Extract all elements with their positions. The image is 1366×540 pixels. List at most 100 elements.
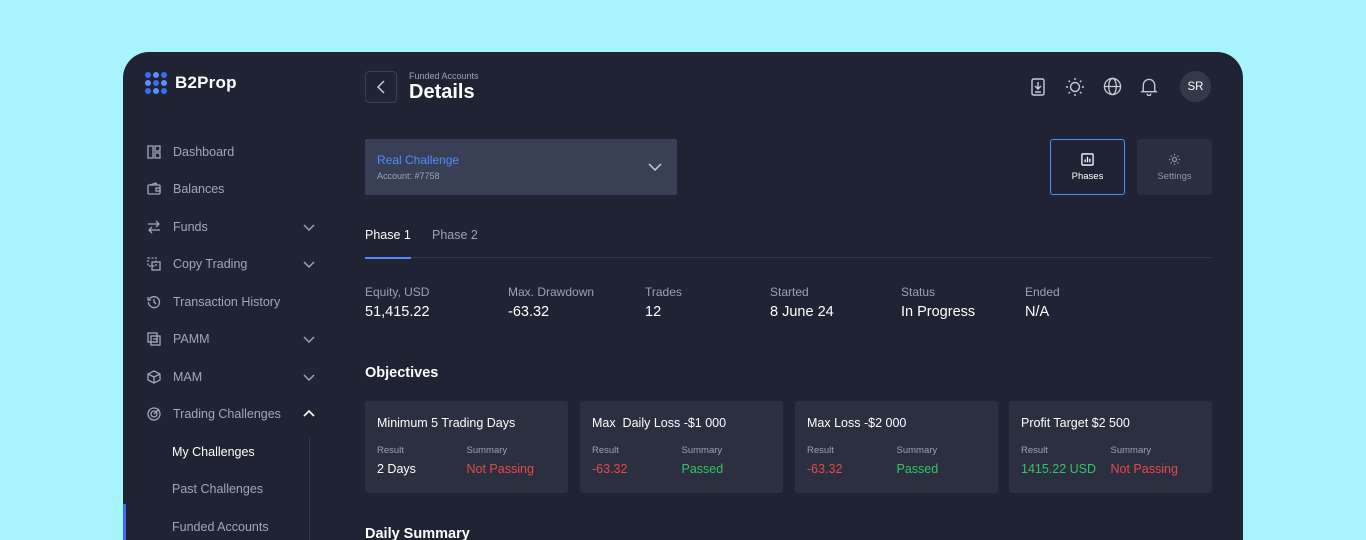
account-select[interactable]: Real Challenge Account: #7758: [365, 139, 677, 195]
logo[interactable]: B2Prop: [145, 72, 237, 94]
sidebar: B2Prop Dashboard Balances Funds: [123, 52, 338, 540]
bell-icon[interactable]: [1139, 77, 1159, 97]
chevron-left-icon: [376, 80, 385, 94]
account-number: Account: #7758: [377, 171, 440, 181]
summary-label: Summary: [1110, 445, 1152, 456]
sidebar-item-mam[interactable]: MAM: [123, 358, 338, 396]
target-icon: [147, 407, 161, 421]
sidebar-subitem-label: Past Challenges: [172, 482, 264, 497]
stat-max-drawdown: Max. Drawdown -63.32: [508, 285, 594, 320]
objective-card: Max Loss -$2 000 Result -63.32 Summary P…: [795, 401, 998, 493]
gear-icon: [1168, 153, 1181, 165]
sidebar-subitem-my-challenges[interactable]: My Challenges: [123, 433, 338, 471]
tab-phase-1[interactable]: Phase 1: [365, 228, 411, 259]
download-icon[interactable]: [1028, 77, 1048, 97]
phase-tabs: Phase 1 Phase 2: [365, 228, 1212, 259]
sidebar-item-pamm[interactable]: PAMM: [123, 321, 338, 359]
sun-icon[interactable]: [1065, 77, 1085, 97]
objective-card: Profit Target $2 500 Result 1415.22 USD …: [1009, 401, 1212, 493]
sidebar-nav: Dashboard Balances Funds Copy Trading: [123, 133, 338, 540]
chevron-down-icon[interactable]: [302, 370, 316, 384]
stat-label: Trades: [645, 285, 682, 299]
header-actions: SR: [1028, 71, 1211, 102]
avatar[interactable]: SR: [1180, 71, 1211, 102]
result-value: -63.32: [807, 462, 843, 476]
globe-icon[interactable]: [1102, 77, 1122, 97]
sidebar-item-label: Trading Challenges: [173, 407, 281, 422]
back-button[interactable]: [365, 71, 397, 103]
sidebar-item-label: Transaction History: [173, 294, 281, 309]
settings-button[interactable]: Settings: [1137, 139, 1212, 195]
result-label: Result: [377, 445, 404, 456]
objective-title: Minimum 5 Trading Days: [377, 416, 516, 430]
summary-label: Summary: [681, 445, 723, 456]
chevron-up-icon[interactable]: [302, 407, 316, 421]
sidebar-item-label: Balances: [173, 182, 225, 197]
objective-card: Max Daily Loss -$1 000 Result -63.32 Sum…: [580, 401, 783, 493]
sidebar-subitem-funded-accounts[interactable]: Funded Accounts: [123, 508, 338, 540]
chevron-down-icon[interactable]: [302, 220, 316, 234]
stat-started: Started 8 June 24: [770, 285, 834, 320]
pamm-icon: [147, 332, 161, 346]
sidebar-item-transaction-history[interactable]: Transaction History: [123, 283, 338, 321]
stat-trades: Trades 12: [645, 285, 682, 320]
summary-value: Not Passing: [1110, 462, 1178, 476]
stat-label: Equity, USD: [365, 285, 430, 299]
sidebar-item-balances[interactable]: Balances: [123, 171, 338, 209]
dashboard-icon: [147, 145, 161, 159]
chevron-down-icon[interactable]: [302, 332, 316, 346]
app-name: B2Prop: [175, 73, 237, 92]
objectives-cards: Minimum 5 Trading Days Result 2 Days Sum…: [365, 401, 1212, 493]
sidebar-item-copy-trading[interactable]: Copy Trading: [123, 246, 338, 284]
sidebar-item-label: PAMM: [173, 332, 210, 347]
result-value: 2 Days: [377, 462, 416, 476]
stat-label: Max. Drawdown: [508, 285, 595, 299]
stat-value: N/A: [1025, 304, 1050, 320]
stat-value: 8 June 24: [770, 304, 834, 320]
stat-label: Started: [770, 285, 809, 299]
active-indicator: [123, 504, 126, 540]
sidebar-item-dashboard[interactable]: Dashboard: [123, 133, 338, 171]
sidebar-item-funds[interactable]: Funds: [123, 208, 338, 246]
wallet-icon: [147, 182, 161, 196]
chart-icon: [1081, 152, 1094, 166]
summary-value: Passed: [896, 462, 939, 476]
chevron-down-icon: [648, 163, 662, 172]
stat-label: Ended: [1025, 285, 1060, 299]
logo-icon: [145, 72, 167, 94]
stat-value: -63.32: [508, 304, 550, 320]
summary-label: Summary: [466, 445, 508, 456]
result-label: Result: [807, 445, 834, 456]
sidebar-item-trading-challenges[interactable]: Trading Challenges: [123, 396, 338, 434]
stat-equity: Equity, USD 51,415.22: [365, 285, 430, 320]
phases-button[interactable]: Phases: [1050, 139, 1125, 195]
sidebar-subitem-label: Funded Accounts: [172, 519, 269, 534]
copy-trading-icon: [147, 257, 161, 271]
stat-value: 12: [645, 304, 662, 320]
objective-title: Profit Target $2 500: [1021, 416, 1130, 430]
stat-status: Status In Progress: [901, 285, 975, 320]
transfer-icon: [147, 220, 161, 234]
sidebar-item-label: Copy Trading: [173, 257, 248, 272]
chevron-down-icon[interactable]: [302, 257, 316, 271]
stat-ended: Ended N/A: [1025, 285, 1060, 320]
sidebar-subitem-past-challenges[interactable]: Past Challenges: [123, 471, 338, 509]
result-value: -63.32: [592, 462, 628, 476]
submenu-divider: [309, 438, 310, 540]
objective-title: Max Loss -$2 000: [807, 416, 907, 430]
result-label: Result: [1021, 445, 1048, 456]
history-icon: [147, 295, 161, 309]
breadcrumb[interactable]: Funded Accounts: [409, 71, 479, 81]
stat-label: Status: [901, 285, 936, 299]
account-name: Real Challenge: [377, 153, 460, 167]
sidebar-item-label: Funds: [173, 219, 208, 234]
objective-card: Minimum 5 Trading Days Result 2 Days Sum…: [365, 401, 568, 493]
result-label: Result: [592, 445, 619, 456]
sidebar-item-label: MAM: [173, 369, 203, 384]
stat-value: In Progress: [901, 304, 976, 320]
summary-label: Summary: [896, 445, 938, 456]
phases-label: Phases: [1071, 170, 1104, 182]
tab-phase-2[interactable]: Phase 2: [432, 228, 478, 242]
objectives-title: Objectives: [365, 365, 439, 381]
objective-title: Max Daily Loss -$1 000: [592, 416, 727, 430]
